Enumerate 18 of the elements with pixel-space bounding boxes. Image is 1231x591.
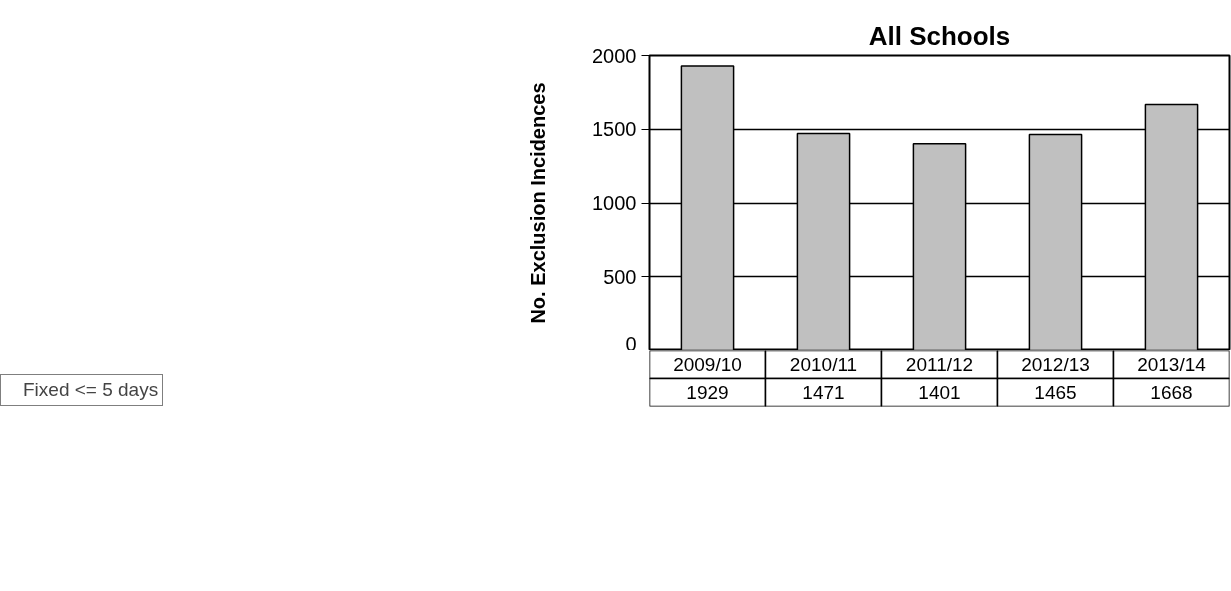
y-tick-label: 1000	[592, 192, 637, 214]
y-tick-label: 0	[625, 332, 637, 355]
y-tick-label: 500	[603, 265, 637, 288]
text: Fixed <= 5 days	[23, 379, 159, 401]
data-label: 1668	[1150, 382, 1193, 403]
y-axis-title: No. Exclusion Incidences	[527, 82, 550, 324]
x-tick-label: 2013/14	[1137, 354, 1207, 375]
data-label: 1465	[1034, 382, 1077, 403]
y-tick-label: 2000	[592, 44, 637, 67]
data-label: 1401	[918, 382, 961, 403]
x-tick-label: 2009/10	[673, 354, 742, 375]
data-label: 1471	[802, 382, 845, 403]
x-tick-label: 2012/13	[1021, 354, 1090, 375]
y-tick-label: 1500	[592, 118, 637, 141]
x-tick-label: 2010/11	[789, 354, 858, 375]
x-tick-label: 2011/12	[905, 354, 974, 375]
chart-title: All Schools	[868, 20, 1011, 51]
data-label: 1929	[686, 382, 729, 403]
